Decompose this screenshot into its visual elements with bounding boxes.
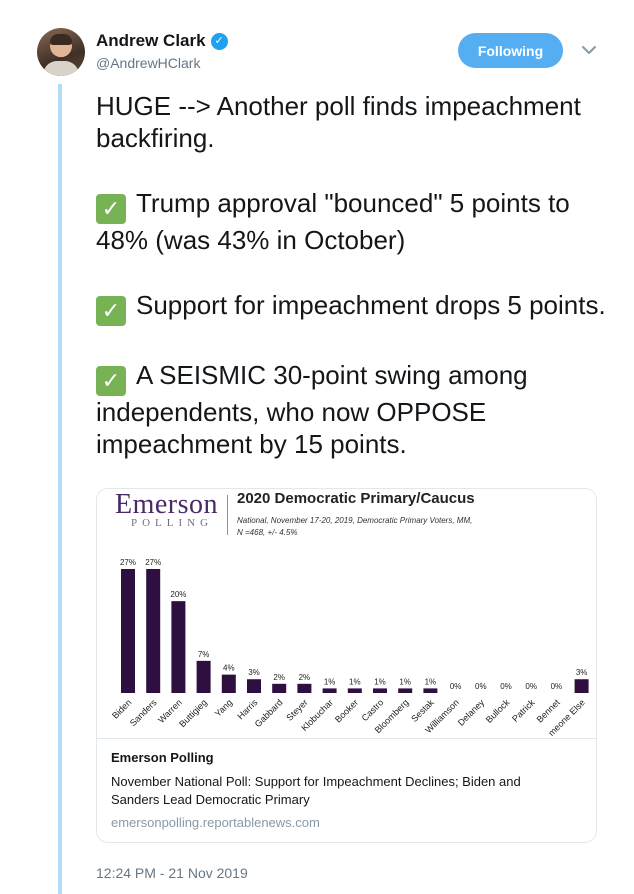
data-label: 20%: [170, 590, 186, 599]
emerson-logo: Emerson: [115, 489, 219, 520]
bar-yang: [221, 674, 236, 693]
check-mark-icon: ✓: [96, 366, 126, 396]
card-image: Emerson POLLING 2020 Democratic Primary/…: [97, 489, 596, 739]
tweet-paragraph: ✓ Trump approval "bounced" 5 points to 48…: [96, 187, 606, 256]
x-tick-label: Patrick: [510, 697, 537, 724]
data-label: 7%: [198, 650, 210, 659]
x-tick-label: Yang: [213, 697, 234, 718]
bar-biden: [121, 569, 135, 693]
link-card[interactable]: Emerson POLLING 2020 Democratic Primary/…: [96, 488, 597, 843]
card-domain: emersonpolling.reportablenews.com: [111, 815, 320, 830]
bar-sanders: [146, 569, 161, 693]
thread-line: [58, 84, 62, 894]
bar-gabbard: [272, 683, 287, 693]
check-mark-icon: ✓: [96, 194, 126, 224]
x-tick-label: Sanders: [128, 697, 159, 728]
data-label: 0%: [525, 682, 537, 691]
bar-warren: [171, 601, 186, 693]
x-tick-label: Booker: [333, 697, 360, 724]
tweet-paragraph-text: A SEISMIC 30-point swing among independe…: [96, 360, 528, 459]
tweet-paragraph-text: Trump approval "bounced" 5 points to 48%…: [96, 188, 570, 255]
bar-steyer: [297, 683, 312, 693]
bar-castro: [373, 688, 387, 693]
card-body: Emerson Polling November National Poll: …: [97, 739, 596, 838]
chart-title: 2020 Democratic Primary/Caucus: [237, 490, 475, 507]
bar-klobuchar: [322, 688, 337, 693]
chart-subtitle-line1: National, November 17-20, 2019, Democrat…: [237, 516, 473, 525]
avatar-shirt: [43, 61, 79, 76]
data-label: 3%: [576, 668, 588, 677]
data-label: 2%: [273, 673, 285, 682]
data-label: 1%: [349, 677, 361, 686]
x-tick-label: Biden: [110, 697, 133, 720]
bar-someone-else: [574, 679, 589, 693]
data-label: 27%: [120, 558, 136, 567]
avatar-hair: [50, 34, 72, 45]
display-name[interactable]: Andrew Clark: [96, 31, 206, 50]
data-label: 27%: [145, 558, 161, 567]
data-label: 1%: [399, 677, 411, 686]
bar-harris: [247, 679, 261, 693]
data-label: 0%: [450, 682, 462, 691]
tweet-text: HUGE --> Another poll finds impeachment …: [96, 90, 606, 460]
bar-bloomberg: [398, 688, 413, 693]
following-button[interactable]: Following: [458, 33, 563, 68]
logo-divider: [227, 495, 228, 535]
x-tick-label: Delaney: [456, 697, 487, 728]
bar-buttigieg: [196, 660, 211, 693]
user-handle[interactable]: @AndrewHClark: [96, 55, 201, 71]
data-label: 2%: [299, 673, 311, 682]
data-label: 1%: [324, 677, 336, 686]
name-row: Andrew Clark ✓: [96, 31, 228, 51]
tweet-paragraph: ✓ Support for impeachment drops 5 points.: [96, 289, 606, 326]
data-label: 1%: [374, 677, 386, 686]
x-tick-label: Buttigieg: [177, 697, 209, 729]
bar-chart: 27%Biden27%Sanders20%Warren7%Buttigieg4%…: [110, 558, 589, 738]
bar-sestak: [423, 688, 438, 693]
chart-subtitle-line2: N =468, +/- 4.5%: [237, 528, 298, 537]
chevron-down-icon[interactable]: [580, 41, 598, 59]
card-title: Emerson Polling: [111, 750, 214, 765]
data-label: 1%: [425, 677, 437, 686]
avatar[interactable]: [37, 28, 85, 76]
tweet-paragraph-text: Support for impeachment drops 5 points.: [136, 290, 606, 320]
polling-logo-text: POLLING: [131, 517, 214, 529]
bar-booker: [347, 688, 362, 693]
chart-subtitle: National, November 17-20, 2019, Democrat…: [237, 515, 577, 539]
verified-badge-icon: ✓: [210, 32, 228, 50]
data-label: 0%: [475, 682, 487, 691]
tweet-paragraph: HUGE --> Another poll finds impeachment …: [96, 90, 606, 154]
data-label: 4%: [223, 664, 235, 673]
data-label: 3%: [248, 668, 260, 677]
x-tick-label: Bullock: [484, 697, 512, 725]
data-label: 0%: [551, 682, 563, 691]
tweet-paragraph-text: HUGE --> Another poll finds impeachment …: [96, 91, 581, 153]
check-mark-icon: ✓: [96, 296, 126, 326]
data-label: 0%: [500, 682, 512, 691]
tweet-paragraph: ✓ A SEISMIC 30-point swing among independ…: [96, 359, 606, 460]
x-tick-label: Gabbard: [253, 697, 285, 729]
tweet-timestamp[interactable]: 12:24 PM - 21 Nov 2019: [96, 865, 248, 881]
card-description: November National Poll: Support for Impe…: [111, 774, 521, 807]
